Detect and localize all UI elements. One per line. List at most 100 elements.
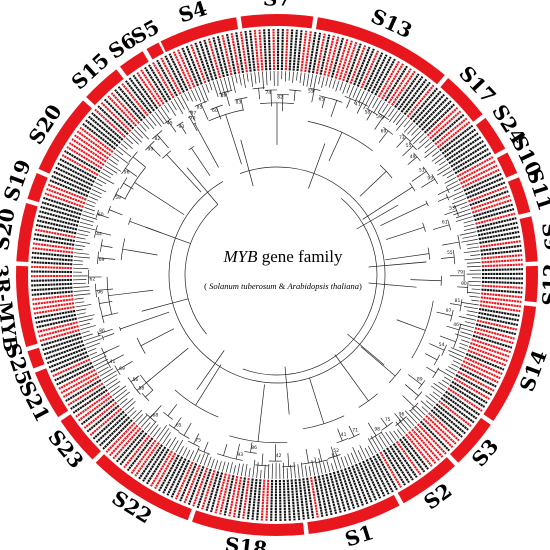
tip-branch [140,414,153,428]
gene-leaf-label [55,166,94,187]
tip-branch [393,430,400,439]
clade-branch [426,366,436,374]
gene-leaf-label [177,49,196,88]
bootstrap-value: 44 [96,232,102,238]
bootstrap-value: 41 [110,359,116,365]
tip-branch [431,154,442,162]
subtitle-open: ( [204,281,209,291]
clade-arc [97,331,100,337]
clade-branch [407,156,418,165]
gene-leaf-label [78,395,113,422]
bootstrap-value: 82 [154,136,160,142]
gene-leaf-label [292,29,298,71]
gene-leaf-label [66,146,103,170]
bootstrap-value: 82 [277,94,283,100]
subfamily-arc [119,326,122,332]
clade-arc [414,391,423,401]
gene-leaf-label [384,65,408,102]
gene-leaf-label [353,46,371,86]
gene-leaf-label [128,77,155,112]
gene-leaf-label [399,438,426,473]
subfamily-branch [359,171,387,197]
gene-leaf-label [452,148,489,171]
tip-branch [352,446,360,462]
subfamily-branch [195,364,222,406]
clade-arc [395,416,407,427]
gene-leaf-label [311,32,322,74]
tip-branch [135,414,144,423]
clade-branch [173,417,182,429]
gene-leaf-label [181,47,200,87]
subfamily-segment [27,173,48,203]
clade-branch [102,333,115,338]
gene-leaf-label [92,410,125,440]
clade-arc [433,354,441,366]
gene-leaf-label [45,343,85,360]
subfamily-branch [328,132,343,162]
clade-branch [240,98,244,111]
gene-leaf-label [33,306,75,315]
gene-leaf-label [68,142,105,166]
clade-branch [442,241,460,246]
bootstrap-value: 99 [148,147,154,153]
gene-leaf-label [376,453,398,491]
backbone-branch [368,265,385,268]
tip-branch [335,452,342,469]
subfamily-branch [134,182,185,215]
subtitle-close: ) [359,281,362,291]
gene-leaf-label [70,385,106,410]
gene-leaf-label [456,156,494,178]
bootstrap-value: 89 [417,377,423,383]
bootstrap-value: 58 [139,385,145,391]
bootstrap-value: 46 [453,322,459,328]
clade-branch [95,288,114,291]
tip-branch [451,197,467,205]
bootstrap-value: 99 [427,175,433,181]
tip-branch [455,212,472,219]
tip-branch [403,122,414,133]
clade-branch [425,353,438,361]
clade-arc [432,367,440,379]
gene-leaf-label [427,412,460,442]
gene-leaf-label [260,479,266,521]
gene-leaf-label [459,367,497,388]
gene-leaf-label [306,477,315,519]
clade-branch [167,404,178,417]
clade-branch [436,311,453,316]
gene-leaf-label [160,57,182,95]
gene-leaf-label [284,29,289,71]
center-title: MYB gene family [223,247,343,266]
gene-leaf-label [476,217,517,229]
tip-branch [411,407,423,419]
gene-leaf-label [290,479,296,521]
clade-branch [98,328,113,335]
tip-branch [466,262,481,264]
gene-leaf-label [239,31,248,73]
gene-leaf-label [481,276,523,280]
clade-branch [440,256,455,259]
subfamily-arc [162,150,172,159]
center-title-italic: MYB [223,247,259,266]
gene-leaf-label [445,390,480,416]
gene-leaf-label [416,423,447,455]
tip-branch [463,250,480,254]
clade-arc [252,87,265,90]
tip-branch [218,461,222,471]
tip-branch [348,85,355,98]
bootstrap-value: 79 [457,269,463,275]
tip-branch [75,240,90,244]
gene-leaf-label [400,78,428,113]
bootstrap-value: 93 [179,124,185,130]
gene-leaf-label [112,427,142,460]
gene-leaf-label [468,185,508,203]
tip-branch [424,144,435,154]
bootstrap-value: 86 [99,328,105,334]
gene-leaf-label [134,441,160,477]
gene-leaf-label [457,370,495,392]
bootstrap-value: 69 [119,366,125,372]
gene-leaf-label [232,476,243,518]
gene-leaf-label [64,150,101,173]
tip-branch [323,462,327,474]
backbone-branch [356,204,399,230]
tip-branch [117,391,130,403]
